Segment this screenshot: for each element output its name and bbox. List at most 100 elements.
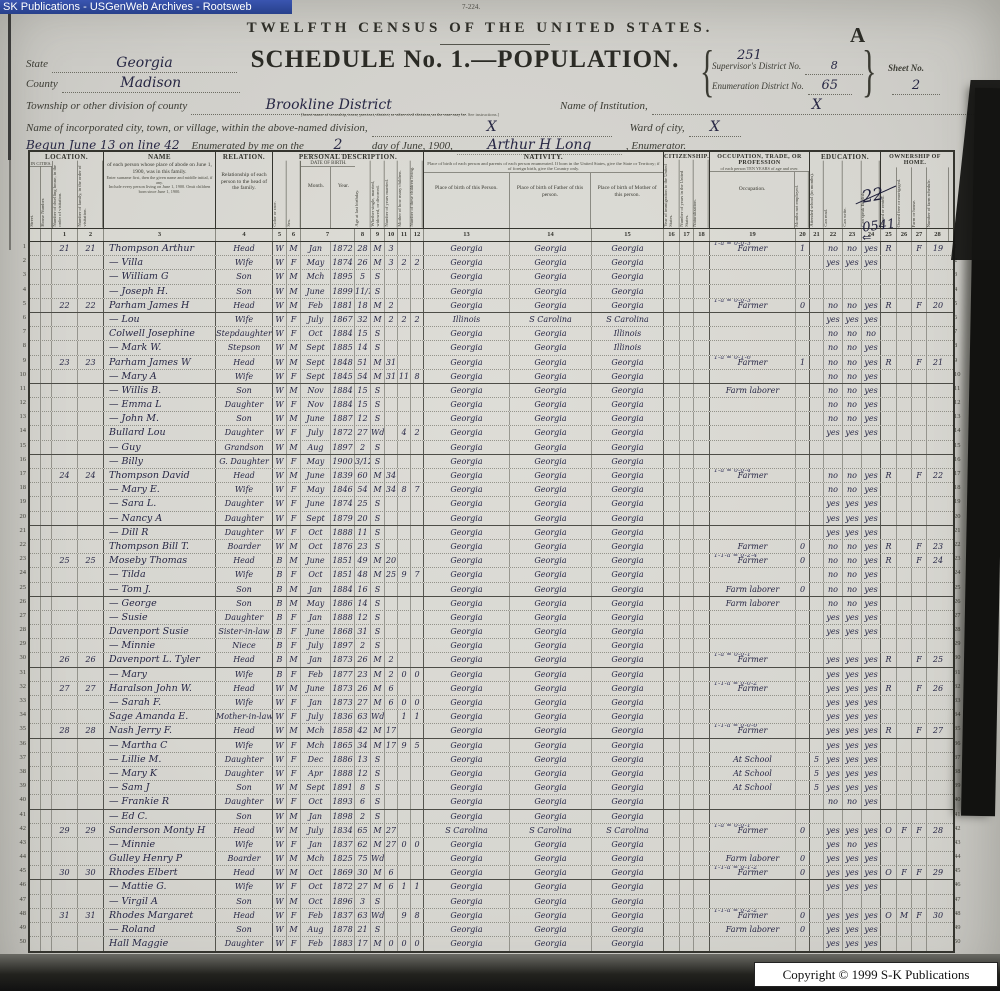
sex-cell: M [287, 852, 301, 866]
pm-cell: Georgia [592, 866, 664, 880]
rel-cell: Wife [216, 568, 273, 582]
pm-cell: Georgia [592, 568, 664, 582]
mar-cell: M [371, 298, 385, 312]
mc-cell [398, 242, 411, 256]
rd-cell: yes [824, 696, 843, 710]
column-number: 6 [287, 229, 301, 241]
sex-cell: F [287, 639, 301, 653]
own-cell [881, 752, 897, 766]
age-cell: 75 [355, 852, 371, 866]
color-cell: W [273, 894, 287, 908]
pob-cell: Georgia [424, 398, 510, 412]
row-number: 41 [954, 810, 961, 818]
street-cell [30, 483, 41, 497]
occ-cell [710, 327, 796, 341]
en-cell: yes [862, 795, 881, 809]
nat-cell [694, 369, 710, 383]
census-row: — Nancy A Daughter W F Sept 1879 20 S Georgia Geo… [30, 511, 953, 526]
nat-cell [694, 426, 710, 440]
yr-cell: 1872 [331, 880, 355, 894]
mc-cell [398, 327, 411, 341]
own-cell [881, 341, 897, 355]
color-cell: W [273, 923, 287, 937]
fno-cell: 30 [932, 910, 944, 920]
imm-cell [664, 341, 680, 355]
occ-cell: 1-a = 0-0-3 Farmer [710, 298, 796, 312]
en-cell: yes [862, 752, 881, 766]
own-cell [881, 639, 897, 653]
rel-cell: Sister-in-law [216, 625, 273, 639]
nat-cell [694, 625, 710, 639]
age-cell: 14 [355, 596, 371, 610]
own-cell [881, 625, 897, 639]
sch-cell [810, 894, 824, 908]
age-cell: 54 [355, 369, 371, 383]
column-number: 28 [927, 229, 949, 241]
enumerated-line: Begun June 13 on line 42 Enumerated by m… [26, 136, 686, 155]
fm-cell [78, 880, 104, 894]
mc-cell [398, 852, 411, 866]
mar-cell: S [371, 525, 385, 539]
yus-cell [680, 894, 694, 908]
fh-cell [912, 738, 927, 752]
dw-cell [52, 781, 78, 795]
county-field: County Madison [26, 74, 240, 93]
mar-cell: M [371, 837, 385, 852]
en-cell: yes [862, 312, 881, 327]
begun-note: Begun June 13 on line 42 [26, 138, 180, 152]
yus-cell [680, 511, 694, 525]
sex-cell: M [287, 355, 301, 369]
sch-cell [810, 724, 824, 738]
yus-cell [680, 483, 694, 497]
age-cell: 15 [355, 327, 371, 341]
fh-cell [912, 341, 927, 355]
pob-cell: Georgia [424, 653, 510, 667]
mon-cell: Sept [301, 511, 331, 525]
row-number: 26 [19, 597, 27, 605]
sch-cell [810, 497, 824, 511]
header-relation: RELATION. Relationship of each person to… [216, 152, 273, 228]
pm-cell: Georgia [592, 270, 664, 284]
rd-cell: no [824, 582, 843, 596]
color-cell: W [273, 738, 287, 752]
census-row: — Susie Daughter B F Jan 1888 12 S Georgia Georgi… [30, 610, 953, 626]
rd-cell [824, 894, 843, 908]
en-cell: yes [862, 724, 881, 738]
row-number: 47 [954, 895, 961, 903]
en-cell [862, 270, 881, 284]
enumerator-name: Arthur H Long [456, 136, 622, 155]
cl-cell [411, 724, 424, 738]
street-cell [30, 525, 41, 539]
pob-cell: Georgia [424, 454, 510, 468]
color-cell: W [273, 284, 287, 298]
fm-cell [78, 568, 104, 582]
nat-cell [694, 653, 710, 667]
yr-cell: 1839 [331, 469, 355, 483]
cl-cell [411, 795, 424, 809]
pob-cell: Georgia [424, 539, 510, 554]
pm-cell: Georgia [592, 582, 664, 596]
fm-cell [78, 582, 104, 596]
fno-cell [927, 739, 949, 752]
census-row: — John M. Son W M June 1887 12 S Georgia Georgia G… [30, 412, 953, 427]
mon-cell: Sept [301, 781, 331, 795]
yus-cell [680, 383, 694, 398]
sex-cell: M [287, 554, 301, 568]
pf-cell: Georgia [510, 426, 592, 440]
sch-cell [810, 823, 824, 837]
street-cell [30, 454, 41, 468]
street-cell [30, 795, 41, 809]
pob-cell: Georgia [424, 256, 510, 270]
row-number: 11 [954, 384, 961, 392]
fm-cell [78, 667, 104, 681]
occ-cell [710, 667, 796, 681]
mu-cell [796, 369, 810, 383]
mc-cell [398, 795, 411, 809]
sch-cell [810, 866, 824, 880]
nat-cell [694, 383, 710, 398]
nat-cell [694, 525, 710, 539]
fh-cell: F [912, 823, 927, 837]
fr-cell [897, 568, 912, 582]
pf-cell: Georgia [510, 852, 592, 866]
yus-cell [680, 426, 694, 440]
